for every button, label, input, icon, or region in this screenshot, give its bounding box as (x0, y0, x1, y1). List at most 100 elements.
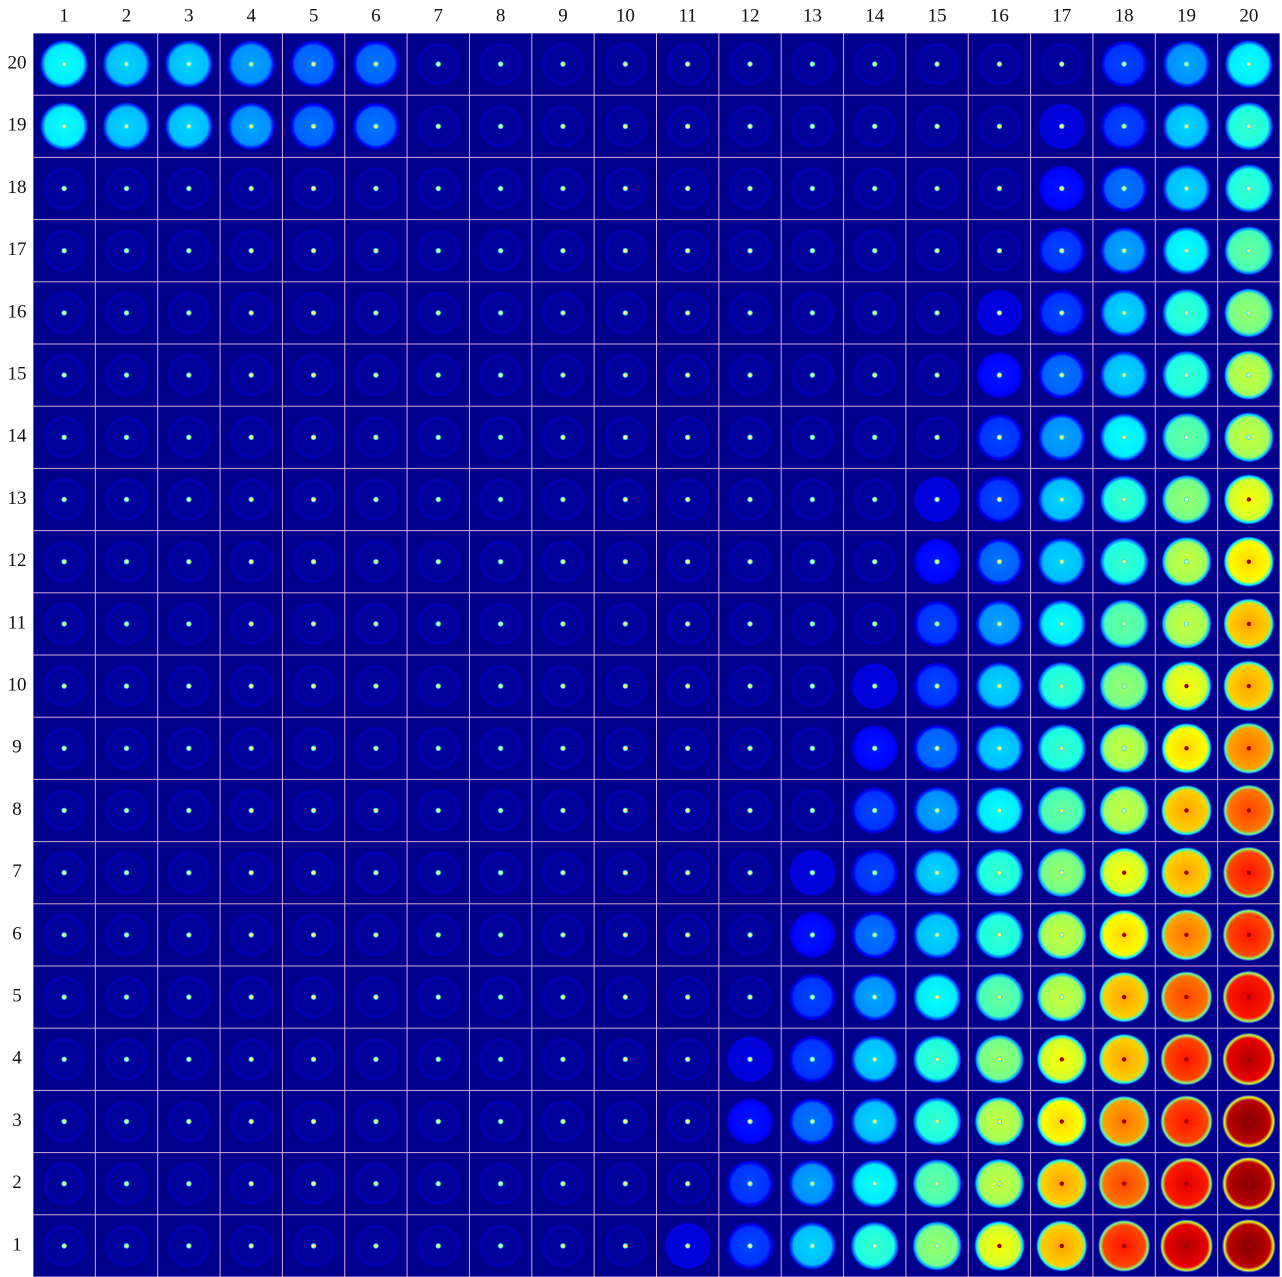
beam-spot (747, 1243, 753, 1249)
beam-spot (996, 496, 1003, 503)
beam-spot (1059, 372, 1065, 378)
beam-spot (934, 372, 940, 378)
beam-spot (1184, 746, 1189, 751)
beam-spot (622, 248, 629, 254)
beam-spot (560, 932, 566, 938)
beam-spot (872, 870, 878, 876)
column-label: 16 (990, 5, 1009, 26)
beam-spot (248, 123, 254, 130)
beam-spot (1121, 1057, 1127, 1062)
beam-spot (747, 434, 753, 440)
beam-spot (747, 745, 753, 751)
beam-spot (123, 61, 130, 67)
beam-spot (809, 185, 816, 192)
beam-spot (684, 994, 691, 1000)
beam-spot (872, 745, 878, 751)
beam-spot (747, 932, 753, 938)
beam-spot (1246, 310, 1252, 316)
beam-spot (123, 434, 130, 440)
beam-spot (934, 434, 940, 440)
beam-spot (622, 745, 629, 751)
beam-spot (747, 807, 753, 814)
beam-spot (684, 745, 691, 751)
row-label: 14 (8, 426, 28, 447)
beam-spot (996, 123, 1003, 130)
beam-spot (1184, 932, 1189, 938)
beam-spot (435, 1118, 441, 1125)
beam-spot (872, 310, 878, 316)
beam-spot (872, 61, 878, 67)
row-label: 15 (8, 363, 27, 384)
beam-spot (186, 870, 192, 876)
beam-spot (684, 1181, 691, 1187)
beam-spot (61, 1118, 67, 1125)
beam-spot (996, 745, 1003, 751)
beam-spot (1183, 372, 1190, 378)
beam-spot (1121, 372, 1127, 378)
column-label: 3 (184, 5, 194, 26)
beam-spot (186, 932, 192, 938)
beam-spot (809, 434, 816, 440)
beam-spot (61, 870, 67, 876)
beam-spot (310, 994, 317, 1000)
beam-spot (497, 745, 504, 751)
beam-spot (809, 559, 816, 565)
beam-spot (996, 621, 1003, 627)
beam-spot (186, 434, 192, 440)
beam-spot (1059, 248, 1065, 254)
column-label: 15 (928, 5, 947, 26)
beam-spot (373, 683, 379, 689)
beam-spot (1183, 61, 1190, 67)
beam-spot (622, 310, 629, 316)
beam-spot (1246, 870, 1252, 875)
beam-spot (684, 496, 691, 503)
column-label: 9 (558, 5, 568, 26)
beam-spot (684, 123, 691, 130)
beam-spot (622, 372, 629, 378)
beam-spot (61, 807, 67, 814)
beam-spot (310, 870, 317, 876)
beam-spot (123, 123, 130, 130)
beam-spot (186, 61, 192, 67)
beam-spot (310, 621, 317, 627)
beam-spot (809, 745, 816, 751)
beam-spot (684, 434, 691, 440)
beam-spot (497, 1243, 504, 1249)
column-label: 14 (865, 5, 885, 26)
beam-spot (497, 1181, 504, 1187)
beam-spot (1059, 683, 1065, 689)
beam-spot (1246, 683, 1252, 689)
beam-spot (996, 1181, 1003, 1187)
beam-spot (435, 807, 441, 814)
beam-spot (684, 310, 691, 316)
beam-spot (1121, 559, 1127, 565)
beam-spot (809, 1243, 816, 1249)
beam-spot (560, 185, 566, 192)
beam-spot (123, 870, 130, 876)
beam-spot (622, 932, 629, 938)
beam-spot (310, 185, 317, 192)
beam-spot (435, 496, 441, 503)
column-label: 1 (59, 5, 69, 26)
beam-spot (497, 932, 504, 938)
beam-spot (373, 310, 379, 316)
beam-spot (123, 248, 130, 254)
beam-spot (622, 1056, 629, 1063)
beam-spot (872, 1118, 878, 1125)
beam-spot (373, 185, 379, 192)
beam-spot (186, 185, 192, 192)
beam-spot (684, 372, 691, 378)
column-label: 19 (1177, 5, 1196, 26)
beam-spot (373, 559, 379, 565)
column-label: 18 (1115, 5, 1134, 26)
grid-background (33, 33, 1280, 1277)
beam-spot (996, 807, 1003, 814)
beam-spot (684, 870, 691, 876)
beam-spot (1184, 1181, 1189, 1186)
beam-spot (497, 123, 504, 130)
beam-spot (123, 1243, 130, 1249)
beam-spot (123, 496, 130, 503)
beam-spot (61, 496, 67, 503)
beam-spot (872, 1181, 878, 1187)
row-label: 4 (12, 1048, 22, 1069)
